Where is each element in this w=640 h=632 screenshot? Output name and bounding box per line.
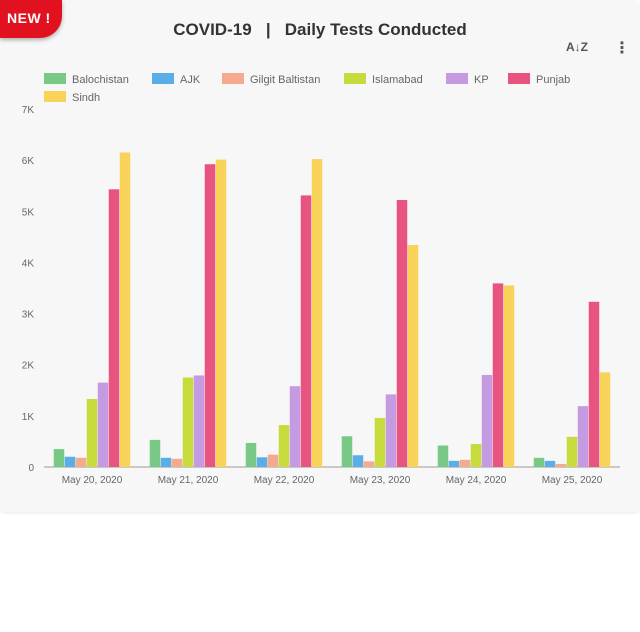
bar <box>289 386 301 467</box>
bar <box>64 456 76 467</box>
legend-label: Islamabad <box>372 74 423 86</box>
x-tick-label: May 20, 2020 <box>62 475 123 486</box>
bar <box>215 159 227 468</box>
legend-label: Gilgit Baltistan <box>250 74 320 86</box>
bar <box>555 463 567 467</box>
bar <box>599 372 611 467</box>
bar <box>108 189 120 467</box>
y-tick-label: 7K <box>22 105 35 116</box>
chart-title: COVID-19 | Daily Tests Conducted <box>173 20 467 39</box>
bar <box>352 455 364 467</box>
y-tick-label: 3K <box>22 310 35 321</box>
bar <box>503 285 515 467</box>
bar <box>396 200 408 467</box>
legend-swatch <box>152 73 174 84</box>
bar <box>300 195 312 467</box>
bar <box>459 459 471 467</box>
bar <box>267 454 279 467</box>
bar <box>245 442 257 467</box>
x-tick-label: May 24, 2020 <box>446 475 507 486</box>
bar <box>171 458 183 467</box>
bar <box>566 436 578 467</box>
bar <box>86 398 98 467</box>
y-tick-label: 5K <box>22 207 35 218</box>
legend-swatch <box>344 73 366 84</box>
bar <box>481 374 493 467</box>
bar <box>160 457 172 467</box>
bar <box>437 445 449 467</box>
x-tick-label: May 25, 2020 <box>542 475 603 486</box>
x-tick-label: May 22, 2020 <box>254 475 315 486</box>
y-tick-label: 6K <box>22 156 35 167</box>
bar <box>341 436 353 467</box>
bar <box>544 460 556 467</box>
bar <box>182 377 194 467</box>
legend-swatch <box>44 73 66 84</box>
legend-label: Sindh <box>72 92 100 104</box>
bar <box>256 457 268 467</box>
bar <box>204 164 216 467</box>
bar <box>53 449 65 467</box>
bar <box>119 152 131 467</box>
legend-label: KP <box>474 74 489 86</box>
bar <box>75 457 87 467</box>
new-badge: NEW ! <box>0 0 62 38</box>
more-vert-icon[interactable]: ⋮ <box>614 40 630 57</box>
bar <box>149 439 161 467</box>
bar <box>385 394 397 467</box>
bar <box>97 382 109 467</box>
legend-label: AJK <box>180 74 201 86</box>
bar <box>374 417 386 467</box>
y-tick-label: 2K <box>22 361 35 372</box>
legend-swatch <box>222 73 244 84</box>
bar-chart: Balochistan AJK Gilgit Baltistan Islamabad K… <box>22 73 620 486</box>
y-tick-label: 4K <box>22 258 35 269</box>
bar <box>588 301 600 467</box>
x-tick-label: May 23, 2020 <box>350 475 411 486</box>
bar <box>577 406 589 467</box>
bar <box>407 245 419 467</box>
bar <box>311 159 323 467</box>
y-tick-label: 1K <box>22 412 35 423</box>
bar <box>448 460 460 467</box>
legend-swatch <box>508 73 530 84</box>
legend-swatch <box>446 73 468 84</box>
chart-card: NEW ! COVID-19 | Daily Tests Conducted A… <box>0 0 630 486</box>
legend-label: Balochistan <box>72 74 129 86</box>
bar <box>533 457 545 467</box>
legend-label: Punjab <box>536 74 570 86</box>
bar <box>363 461 375 467</box>
legend-swatch <box>44 91 66 102</box>
bar <box>470 443 482 467</box>
bar <box>193 375 205 467</box>
y-tick-label: 0 <box>28 463 34 474</box>
x-tick-label: May 21, 2020 <box>158 475 219 486</box>
sort-az-icon[interactable]: A↓Z <box>566 40 588 54</box>
bar <box>278 425 290 467</box>
bar <box>492 283 504 467</box>
